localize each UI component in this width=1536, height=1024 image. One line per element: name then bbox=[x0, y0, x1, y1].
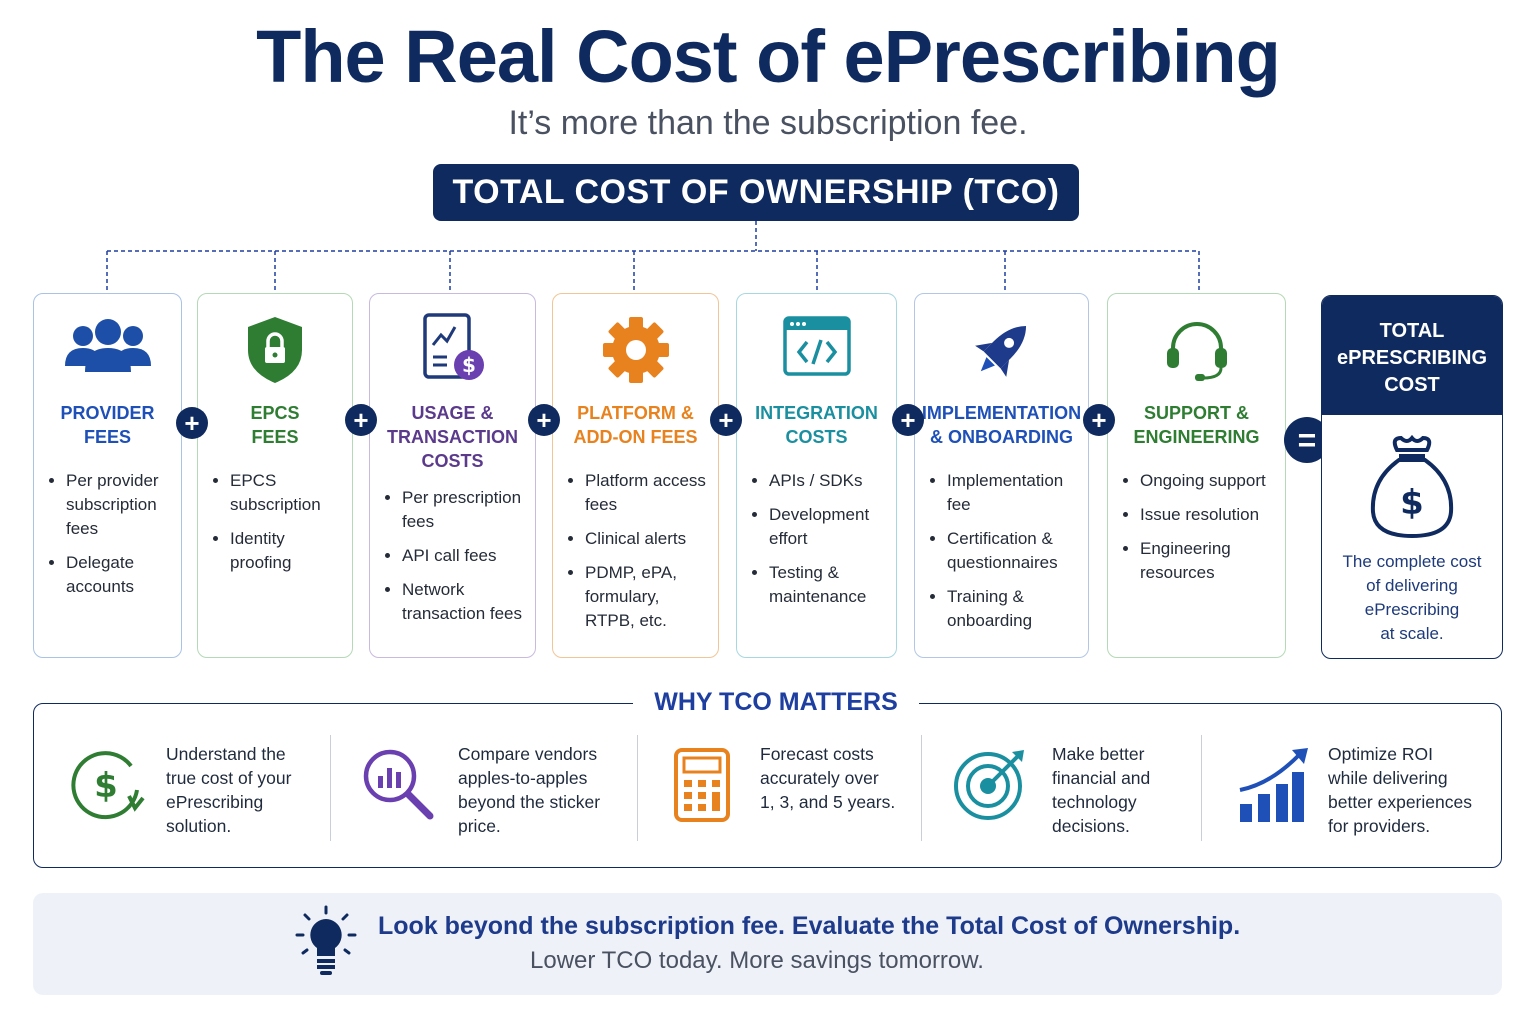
svg-text:$: $ bbox=[1400, 483, 1424, 523]
plus-icon: + bbox=[892, 404, 924, 436]
money-bag-icon: $ bbox=[1367, 432, 1457, 542]
plus-icon: + bbox=[1083, 404, 1115, 436]
why-item-text: Optimize ROI while delivering better exp… bbox=[1328, 744, 1472, 836]
list-item: APIs / SDKs bbox=[769, 469, 888, 493]
growth-chart-icon bbox=[1234, 744, 1314, 824]
card-title: SUPPORT & ENGINEERING bbox=[1133, 403, 1260, 447]
list-item: Per prescription fees bbox=[402, 486, 527, 534]
card-support-engineering: SUPPORT & ENGINEERING Ongoing support Is… bbox=[1107, 293, 1286, 658]
connector-lines bbox=[106, 221, 1200, 293]
footer-callout bbox=[33, 893, 1502, 995]
gear-icon bbox=[553, 314, 718, 389]
card-items: Platform access fees Clinical alerts PDM… bbox=[567, 469, 710, 643]
shield-lock-icon bbox=[198, 314, 352, 389]
footer-headline: Look beyond the subscription fee. Evalua… bbox=[378, 912, 1241, 940]
card-title: PROVIDER FEES bbox=[60, 403, 155, 447]
list-item: EPCS subscription bbox=[230, 469, 344, 517]
card-items: Implementation fee Certification & quest… bbox=[929, 469, 1080, 643]
card-provider-fees: PROVIDER FEES Per provider subscription … bbox=[33, 293, 182, 658]
svg-text:$: $ bbox=[94, 766, 118, 806]
list-item: Per provider subscription fees bbox=[66, 469, 173, 541]
list-item: Ongoing support bbox=[1140, 469, 1277, 493]
list-item: Development effort bbox=[769, 503, 888, 551]
why-item-text: Understand the true cost of your ePrescr… bbox=[166, 744, 292, 836]
total-cost-description: The complete cost of delivering ePrescri… bbox=[1342, 552, 1482, 643]
plus-icon: + bbox=[710, 404, 742, 436]
why-item-text: Compare vendors apples-to-apples beyond … bbox=[458, 744, 601, 836]
list-item: Training & onboarding bbox=[947, 585, 1080, 633]
card-items: Ongoing support Issue resolution Enginee… bbox=[1122, 469, 1277, 595]
card-title: PLATFORM & ADD-ON FEES bbox=[573, 403, 698, 447]
why-item-text: Forecast costs accurately over 1, 3, and… bbox=[760, 744, 896, 812]
card-items: Per provider subscription fees Delegate … bbox=[48, 469, 173, 609]
card-implementation-onboarding: IMPLEMENTATION & ONBOARDING Implementati… bbox=[914, 293, 1089, 658]
divider bbox=[330, 735, 331, 841]
why-tco-title: WHY TCO MATTERS bbox=[633, 688, 919, 717]
list-item: Engineering resources bbox=[1140, 537, 1277, 585]
list-item: Implementation fee bbox=[947, 469, 1080, 517]
document-dollar-icon: $ bbox=[370, 309, 535, 384]
list-item: Certification & questionnaires bbox=[947, 527, 1080, 575]
code-window-icon bbox=[737, 314, 896, 389]
why-item-text: Make better financial and technology dec… bbox=[1052, 744, 1151, 836]
plus-icon: + bbox=[176, 407, 208, 439]
card-items: APIs / SDKs Development effort Testing &… bbox=[751, 469, 888, 619]
card-items: Per prescription fees API call fees Netw… bbox=[384, 486, 527, 636]
rocket-icon bbox=[915, 314, 1088, 389]
calculator-icon bbox=[666, 744, 746, 824]
card-title: EPCS FEES bbox=[250, 403, 300, 447]
card-title: INTEGRATION COSTS bbox=[755, 403, 878, 447]
magnifier-chart-icon bbox=[358, 744, 438, 824]
card-items: EPCS subscription Identity proofing bbox=[212, 469, 344, 585]
card-title: IMPLEMENTATION & ONBOARDING bbox=[921, 403, 1082, 447]
list-item: API call fees bbox=[402, 544, 527, 568]
dollar-cycle-icon: $ bbox=[67, 744, 147, 824]
target-icon bbox=[950, 744, 1030, 824]
people-group-icon bbox=[34, 314, 181, 389]
tco-banner: TOTAL COST OF OWNERSHIP (TCO) bbox=[433, 164, 1079, 221]
card-epcs-fees: EPCS FEES EPCS subscription Identity pro… bbox=[197, 293, 353, 658]
headset-icon bbox=[1108, 314, 1285, 389]
divider bbox=[1201, 735, 1202, 841]
list-item: Platform access fees bbox=[585, 469, 710, 517]
page-subtitle: It’s more than the subscription fee. bbox=[508, 104, 1028, 142]
page-title: The Real Cost of ePrescribing bbox=[256, 15, 1281, 98]
list-item: Clinical alerts bbox=[585, 527, 710, 551]
divider bbox=[637, 735, 638, 841]
list-item: Network transaction fees bbox=[402, 578, 527, 626]
total-cost-title: TOTAL ePRESCRIBING COST bbox=[1322, 296, 1502, 415]
lightbulb-icon bbox=[293, 905, 359, 977]
plus-icon: + bbox=[528, 404, 560, 436]
list-item: Identity proofing bbox=[230, 527, 344, 575]
footer-tagline: Lower TCO today. More savings tomorrow. bbox=[530, 947, 984, 974]
list-item: Issue resolution bbox=[1140, 503, 1277, 527]
list-item: PDMP, ePA, formulary, RTPB, etc. bbox=[585, 561, 710, 633]
total-cost-card: TOTAL ePRESCRIBING COST $ The complete c… bbox=[1321, 295, 1503, 659]
card-integration-costs: INTEGRATION COSTS APIs / SDKs Developmen… bbox=[736, 293, 897, 658]
svg-text:$: $ bbox=[462, 353, 476, 377]
card-usage-transaction-costs: $ USAGE & TRANSACTION COSTS Per prescrip… bbox=[369, 293, 536, 658]
divider bbox=[921, 735, 922, 841]
card-title: USAGE & TRANSACTION COSTS bbox=[387, 403, 518, 471]
plus-icon: + bbox=[345, 404, 377, 436]
card-platform-addon-fees: PLATFORM & ADD-ON FEES Platform access f… bbox=[552, 293, 719, 658]
list-item: Testing & maintenance bbox=[769, 561, 888, 609]
list-item: Delegate accounts bbox=[66, 551, 173, 599]
